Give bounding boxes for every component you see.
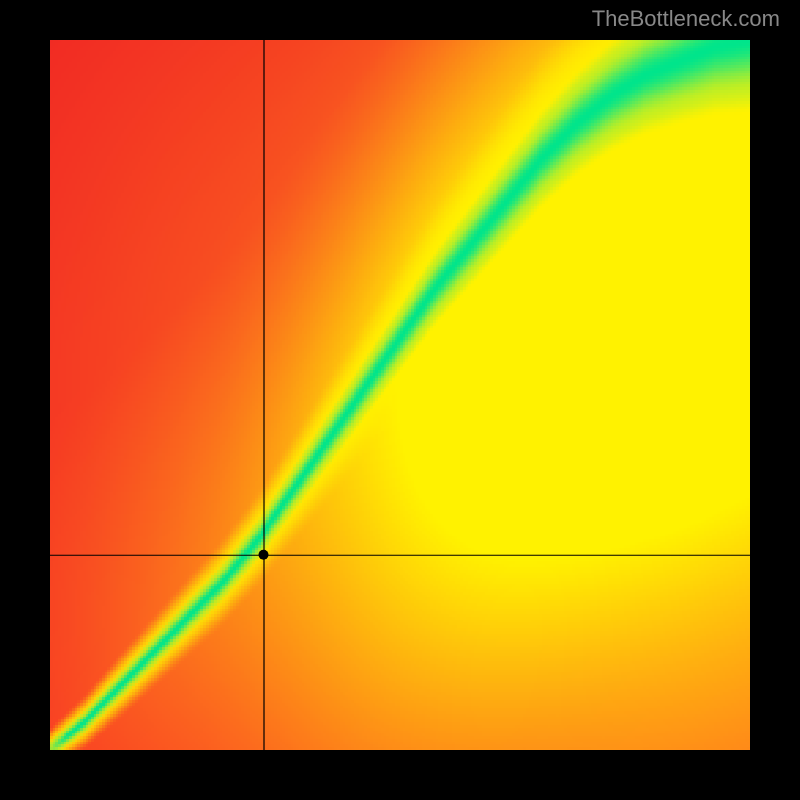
heatmap-plot <box>50 40 750 750</box>
watermark-text: TheBottleneck.com <box>592 6 780 32</box>
heatmap-canvas <box>50 40 750 750</box>
